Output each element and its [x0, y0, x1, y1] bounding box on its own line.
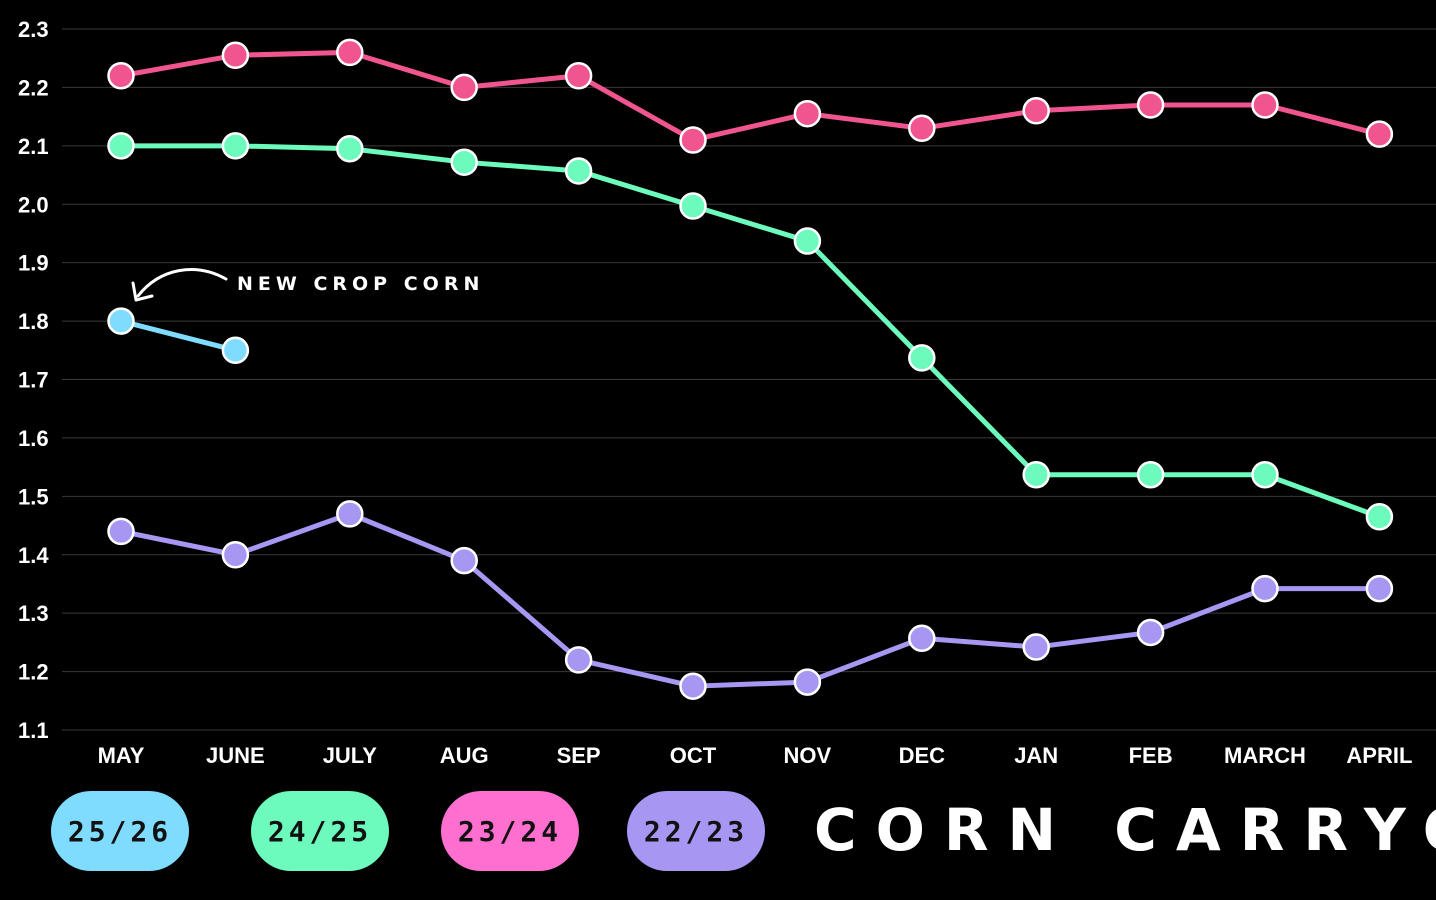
- legend-pill: [627, 791, 765, 871]
- y-tick-label: 1.9: [18, 251, 49, 276]
- legend-pill: [51, 791, 189, 871]
- data-point: [450, 546, 478, 575]
- x-axis-ticks: MAY JUNE JULY AUG SEP OCT NOV DEC JAN FEB MARCH APR…: [98, 743, 1413, 768]
- data-point: [107, 307, 135, 335]
- legend-label: 24/25: [268, 815, 372, 848]
- legend-pill: [441, 791, 579, 871]
- x-tick-label: OCT: [670, 743, 717, 768]
- legend-item-24-25: 24/25: [251, 791, 389, 871]
- data-point: [793, 668, 822, 696]
- data-point: [908, 344, 936, 372]
- data-point: [1022, 97, 1050, 125]
- data-point: [679, 672, 707, 700]
- annotation: NEW CROP CORN: [131, 268, 484, 302]
- data-point: [564, 61, 593, 90]
- data-point: [221, 132, 250, 160]
- y-tick-label: 1.4: [18, 543, 49, 568]
- data-point: [1251, 574, 1279, 603]
- x-tick-label: SEP: [557, 743, 601, 768]
- legend-label: 23/24: [458, 815, 562, 848]
- data-point: [679, 126, 707, 154]
- y-tick-label: 1.3: [18, 601, 49, 626]
- annotation-arrow: [136, 268, 228, 298]
- data-point: [1251, 460, 1279, 489]
- x-tick-label: NOV: [784, 743, 832, 768]
- y-tick-label: 1.8: [18, 309, 49, 334]
- data-point: [1365, 120, 1394, 148]
- y-axis-ticks: 2.3 2.2 2.1 2.0 1.9 1.8 1.7 1.6 1.5 1.4 1.3 1.2 1.1: [18, 17, 49, 743]
- series-line: [118, 49, 1382, 143]
- chart-title: CORN CARRYOUT: [814, 796, 1436, 864]
- series-line: [118, 318, 238, 353]
- x-tick-label: JULY: [323, 743, 378, 768]
- data-point: [221, 41, 250, 70]
- data-point: [1022, 633, 1050, 661]
- data-point: [1365, 574, 1394, 603]
- data-point: [450, 73, 478, 102]
- x-tick-label: JUNE: [206, 743, 265, 768]
- data-point: [1251, 91, 1279, 119]
- data-point: [336, 500, 364, 528]
- data-point: [1136, 618, 1165, 647]
- y-tick-label: 2.1: [18, 134, 49, 159]
- data-point: [107, 132, 135, 160]
- data-point: [564, 157, 593, 185]
- data-point: [221, 336, 250, 365]
- annotation-label: NEW CROP CORN: [237, 273, 484, 295]
- series-line: [118, 143, 1382, 520]
- data-point: [221, 541, 250, 569]
- series-line: [118, 511, 1382, 689]
- data-point: [107, 517, 135, 546]
- x-tick-label: MAY: [98, 743, 145, 768]
- data-point: [793, 99, 822, 128]
- data-point: [908, 624, 936, 653]
- x-tick-label: MARCH: [1224, 743, 1306, 768]
- series-layer: [107, 38, 1394, 700]
- data-point: [679, 192, 707, 220]
- y-tick-label: 2.3: [18, 17, 49, 42]
- series-22-23: [107, 500, 1394, 700]
- y-tick-label: 1.5: [18, 484, 49, 509]
- x-tick-label: FEB: [1129, 743, 1173, 768]
- y-tick-label: 2.0: [18, 192, 49, 217]
- data-point: [908, 114, 936, 143]
- y-tick-label: 1.1: [18, 718, 49, 743]
- data-point: [1022, 460, 1050, 489]
- legend-item-22-23: 22/23: [627, 791, 765, 871]
- legend-item-25-26: 25/26: [51, 791, 189, 871]
- y-tick-label: 1.2: [18, 660, 49, 685]
- grid-lines: [62, 28, 1436, 731]
- data-point: [1136, 460, 1165, 489]
- y-tick-label: 1.7: [18, 368, 49, 393]
- annotation-arrowhead: [131, 281, 154, 302]
- data-point: [336, 38, 364, 67]
- x-tick-label: APRIL: [1346, 743, 1412, 768]
- data-point: [793, 227, 822, 255]
- data-point: [1365, 503, 1394, 531]
- data-point: [107, 61, 135, 90]
- x-tick-label: DEC: [899, 743, 946, 768]
- y-tick-label: 2.2: [18, 75, 49, 100]
- legend-label: 25/26: [68, 815, 172, 848]
- legend-label: 22/23: [644, 815, 748, 848]
- data-point: [450, 148, 478, 176]
- y-tick-label: 1.6: [18, 426, 49, 451]
- data-point: [1136, 91, 1165, 119]
- data-point: [336, 135, 364, 163]
- legend: 25/26 24/25 23/24 22/23: [51, 791, 765, 871]
- series-25-26: [107, 307, 250, 365]
- x-tick-label: JAN: [1014, 743, 1058, 768]
- legend-item-23-24: 23/24: [441, 791, 579, 871]
- legend-pill: [251, 791, 389, 871]
- data-point: [564, 646, 593, 674]
- x-tick-label: AUG: [440, 743, 489, 768]
- series-23-24: [107, 38, 1394, 154]
- series-24-25: [107, 132, 1394, 531]
